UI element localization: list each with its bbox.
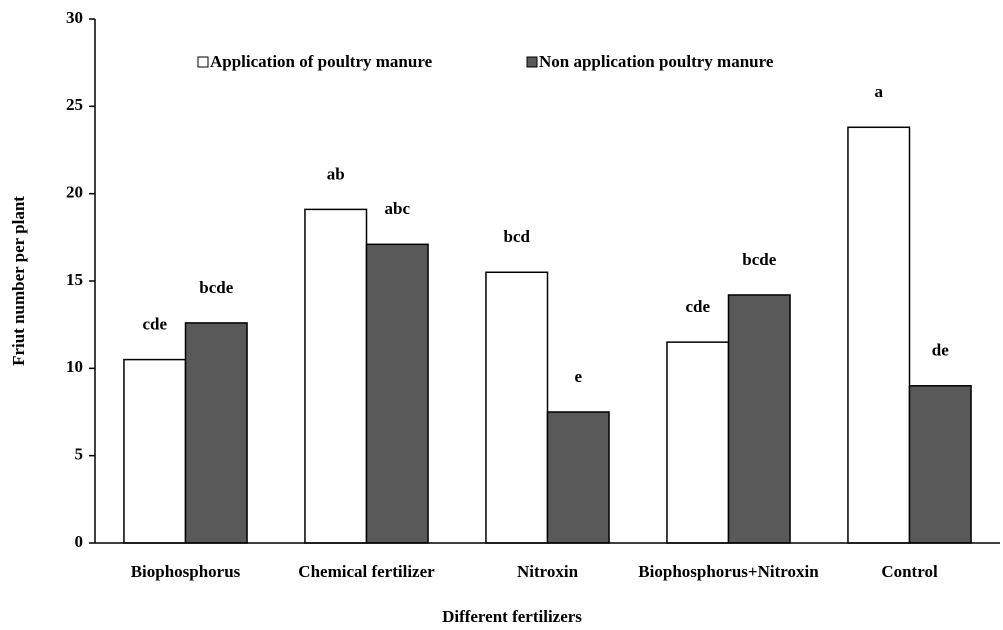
bar [727, 294, 791, 544]
bar [365, 243, 429, 544]
y-tick-label: 15 [66, 270, 83, 289]
annotation: cde [142, 315, 167, 334]
y-axis-label: Friut number per plant [9, 196, 28, 366]
x-tick-label: Control [881, 562, 938, 581]
annotation: bcd [503, 227, 530, 246]
y-tick-label: 10 [66, 357, 83, 376]
x-axis-label: Different fertilizers [442, 607, 582, 626]
annotation: cde [685, 297, 710, 316]
x-tick-label: Nitroxin [517, 562, 579, 581]
annotation: e [574, 367, 582, 386]
bar [304, 208, 368, 544]
bar [485, 271, 549, 544]
y-tick-label: 30 [66, 8, 83, 27]
legend-swatch [197, 56, 209, 68]
annotation: abc [385, 199, 411, 218]
x-tick-label: Chemical fertilizer [298, 562, 435, 581]
annotation: bcde [199, 278, 233, 297]
legend-label: Non application poultry manure [539, 52, 774, 71]
bar [666, 341, 730, 544]
y-tick-label: 20 [66, 183, 83, 202]
y-tick-label: 0 [75, 532, 84, 551]
x-tick-label: Biophosphorus [131, 562, 241, 581]
bar [908, 385, 972, 544]
annotation: a [874, 82, 883, 101]
x-tick-label: Biophosphorus+Nitroxin [638, 562, 819, 581]
bar [123, 358, 187, 544]
annotation: de [932, 341, 949, 360]
legend-swatch [526, 56, 538, 68]
bar [847, 126, 911, 544]
y-tick-label: 5 [75, 445, 84, 464]
annotation: ab [327, 164, 345, 183]
annotation: bcde [742, 250, 776, 269]
legend-label: Application of poultry manure [210, 52, 433, 71]
y-tick-label: 25 [66, 95, 83, 114]
bar [546, 411, 610, 544]
bar [184, 322, 248, 544]
